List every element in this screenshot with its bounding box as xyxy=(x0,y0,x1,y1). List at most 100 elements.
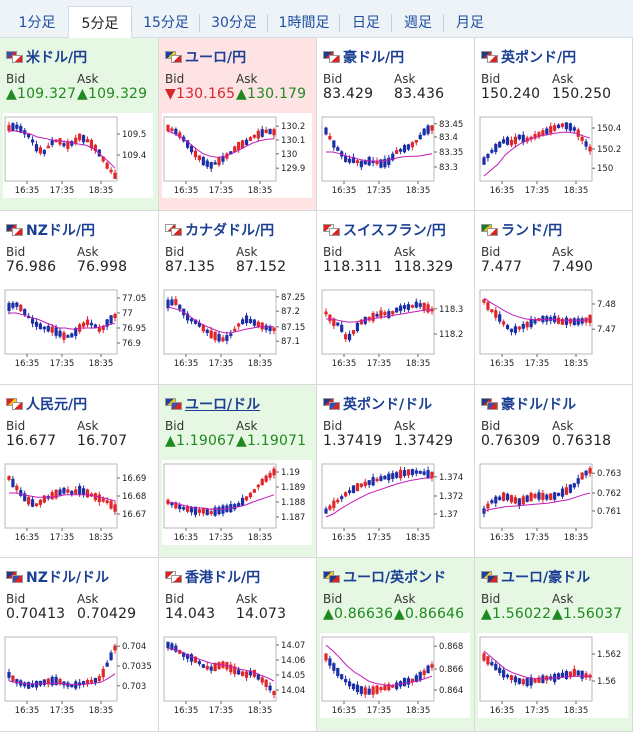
pair-card[interactable]: ユーロ/豪ドル Bid Ask ▲1.56022 ▲1.56037 1.562 1.56 16… xyxy=(475,558,633,732)
price-chart[interactable]: 77.05 77 76.95 76.9 16:35 17:35 18:35 xyxy=(3,286,153,371)
price-chart[interactable]: 0.868 0.866 0.864 16:35 17:35 18:35 xyxy=(320,633,470,718)
pair-card[interactable]: NZドル/ドル Bid Ask 0.70413 0.70429 0.704 0.7035 0.… xyxy=(0,558,159,732)
pair-title-label[interactable]: NZドル/円 xyxy=(26,223,95,239)
y-tick-label: 150.4 xyxy=(597,124,621,134)
x-tick-label: 18:35 xyxy=(564,706,589,716)
pair-title[interactable]: 香港ドル/円 xyxy=(165,567,260,587)
pair-title-label[interactable]: ユーロ/豪ドル xyxy=(501,570,591,586)
price-chart[interactable]: 130.2 130.1 130 129.9 16:35 17:35 18:35 xyxy=(162,113,312,198)
pair-title[interactable]: NZドル/ドル xyxy=(6,567,109,587)
pair-title[interactable]: NZドル/円 xyxy=(6,220,95,240)
candle-body xyxy=(42,495,46,503)
candle-body xyxy=(105,162,109,169)
pair-title-label[interactable]: 豪ドル/ドル xyxy=(501,397,577,413)
tab-1[interactable]: 5分足 xyxy=(68,6,132,38)
price-chart[interactable]: 1.19 1.189 1.188 1.187 16:35 17:35 18:35 xyxy=(162,460,312,545)
price-chart[interactable]: 1.374 1.372 1.37 16:35 17:35 18:35 xyxy=(320,460,470,545)
pair-card[interactable]: ユーロ/ドル Bid Ask ▲1.19067 ▲1.19071 1.19 1.189 1.1… xyxy=(159,385,317,558)
candle-body xyxy=(395,682,399,690)
pair-title[interactable]: 英ポンド/円 xyxy=(481,47,576,67)
moving-average-line xyxy=(483,131,591,177)
tab-3[interactable]: 30分足 xyxy=(211,15,257,31)
price-chart[interactable]: 109.5 109.4 16:35 17:35 18:35 xyxy=(3,113,153,198)
pair-title-label[interactable]: NZドル/ドル xyxy=(26,570,109,586)
tab-4[interactable]: 1時間足 xyxy=(278,15,330,31)
pair-title-label[interactable]: 香港ドル/円 xyxy=(185,570,261,586)
candle-body xyxy=(391,153,395,161)
price-chart[interactable]: 16.69 16.68 16.67 16:35 17:35 18:35 xyxy=(3,460,153,545)
pair-title[interactable]: 豪ドル/ドル xyxy=(481,394,576,414)
pair-card[interactable]: 米ドル/円 Bid Ask ▲109.327 ▲109.329 109.5 109.4 16:… xyxy=(0,38,159,211)
tab-6[interactable]: 週足 xyxy=(404,15,432,31)
pair-card[interactable]: ユーロ/円 Bid Ask ▼130.165 ▲130.179 130.2 130.1 130… xyxy=(159,38,317,211)
price-chart[interactable]: 83.45 83.4 83.35 83.3 16:35 17:35 18:35 xyxy=(320,113,470,198)
pair-card[interactable]: 香港ドル/円 Bid Ask 14.043 14.073 14.07 14.06 14.05 1… xyxy=(159,558,317,732)
pair-title[interactable]: スイスフラン/円 xyxy=(323,220,446,240)
pair-title[interactable]: カナダドル/円 xyxy=(165,220,274,240)
price-chart[interactable]: 0.704 0.7035 0.703 16:35 17:35 18:35 xyxy=(3,633,153,718)
pair-title-label[interactable]: 英ポンド/円 xyxy=(501,50,577,66)
pair-title-label[interactable]: スイスフラン/円 xyxy=(343,223,446,239)
pair-card[interactable]: NZドル/円 Bid Ask 76.986 76.998 77.05 77 76.95 76.9… xyxy=(0,211,159,385)
pair-card[interactable]: 豪ドル/円 Bid Ask 83.429 83.436 83.45 83.4 83.35 83.… xyxy=(317,38,475,211)
pair-title[interactable]: ユーロ/英ポンド xyxy=(323,567,446,587)
candle-body xyxy=(521,134,525,143)
pair-card[interactable]: スイスフラン/円 Bid Ask 118.311 118.329 118.3 118.2 16… xyxy=(317,211,475,385)
price-chart[interactable]: 87.25 87.2 87.15 87.1 16:35 17:35 18:35 xyxy=(162,286,312,371)
price-chart[interactable]: 150.4 150.2 150 16:35 17:35 18:35 xyxy=(478,113,628,198)
candle-body xyxy=(332,500,336,509)
pair-title-label[interactable]: 英ポンド/ドル xyxy=(343,397,433,413)
pair-title-label[interactable]: ユーロ/円 xyxy=(185,50,247,66)
y-tick-label: 109.4 xyxy=(122,151,146,161)
pair-title[interactable]: 豪ドル/円 xyxy=(323,47,404,67)
y-tick-label: 14.04 xyxy=(281,686,305,696)
pair-title[interactable]: ユーロ/豪ドル xyxy=(481,567,590,587)
candle-body xyxy=(19,490,23,496)
price-chart[interactable]: 1.562 1.56 16:35 17:35 18:35 xyxy=(478,633,628,718)
pair-title[interactable]: ユーロ/ドル xyxy=(165,394,260,414)
y-tick-label: 83.35 xyxy=(439,148,463,158)
candle-body xyxy=(109,500,113,509)
candle-body xyxy=(533,319,537,324)
pair-title[interactable]: 人民元/円 xyxy=(6,394,87,414)
pair-card[interactable]: 豪ドル/ドル Bid Ask 0.76309 0.76318 0.763 0.762 0.76… xyxy=(475,385,633,558)
price-chart[interactable]: 14.07 14.06 14.05 14.04 16:35 17:35 18:35 xyxy=(162,633,312,718)
candle-body xyxy=(347,158,352,163)
ask-label: Ask xyxy=(394,72,416,86)
pair-title-label[interactable]: 人民元/円 xyxy=(26,397,88,413)
tab-7[interactable]: 月足 xyxy=(456,15,484,31)
price-chart[interactable]: 7.48 7.47 16:35 17:35 18:35 xyxy=(478,286,628,371)
price-chart[interactable]: 118.3 118.2 16:35 17:35 18:35 xyxy=(320,286,470,371)
pair-title-label[interactable]: カナダドル/円 xyxy=(185,223,275,239)
pair-title[interactable]: ランド/円 xyxy=(481,220,562,240)
pair-title-label[interactable]: 豪ドル/円 xyxy=(343,50,405,66)
pair-card[interactable]: 英ポンド/ドル Bid Ask 1.37419 1.37429 1.374 1.372 1.3… xyxy=(317,385,475,558)
x-tick-label: 18:35 xyxy=(248,706,273,716)
tab-2[interactable]: 15分足 xyxy=(143,15,189,31)
candle-body xyxy=(572,127,576,131)
candle-body xyxy=(509,495,514,503)
pair-title-label[interactable]: ユーロ/英ポンド xyxy=(343,570,447,586)
pair-title[interactable]: 米ドル/円 xyxy=(6,47,87,67)
price-chart[interactable]: 0.763 0.762 0.761 16:35 17:35 18:35 xyxy=(478,460,628,545)
pair-title[interactable]: 英ポンド/ドル xyxy=(323,394,432,414)
flag-icon xyxy=(481,571,499,583)
candle-body xyxy=(564,487,569,495)
pair-card[interactable]: ユーロ/英ポンド Bid Ask ▲0.86636 ▲0.86646 0.868 0.866… xyxy=(317,558,475,732)
pair-title-label[interactable]: ユーロ/ドル xyxy=(185,397,261,413)
tab-5[interactable]: 日足 xyxy=(352,15,380,31)
moving-average-line xyxy=(325,477,432,518)
pair-title-label[interactable]: 米ドル/円 xyxy=(26,50,88,66)
y-tick-label: 77 xyxy=(122,309,133,319)
pair-title-label[interactable]: ランド/円 xyxy=(501,223,563,239)
candle-body xyxy=(410,678,414,683)
pair-card[interactable]: ランド/円 Bid Ask 7.477 7.490 7.48 7.47 16:35 17:35 1… xyxy=(475,211,633,385)
candle-body xyxy=(78,682,82,686)
pair-card[interactable]: 人民元/円 Bid Ask 16.677 16.707 16.69 16.68 16.67 16… xyxy=(0,385,159,558)
pair-card[interactable]: 英ポンド/円 Bid Ask 150.240 150.250 150.4 150.2 150 1… xyxy=(475,38,633,211)
tab-0[interactable]: 1分足 xyxy=(18,15,56,31)
ask-label: Ask xyxy=(552,245,574,259)
pair-title[interactable]: ユーロ/円 xyxy=(165,47,246,67)
pair-card[interactable]: カナダドル/円 Bid Ask 87.135 87.152 87.25 87.2 87.15 8… xyxy=(159,211,317,385)
candle-body xyxy=(422,670,426,676)
